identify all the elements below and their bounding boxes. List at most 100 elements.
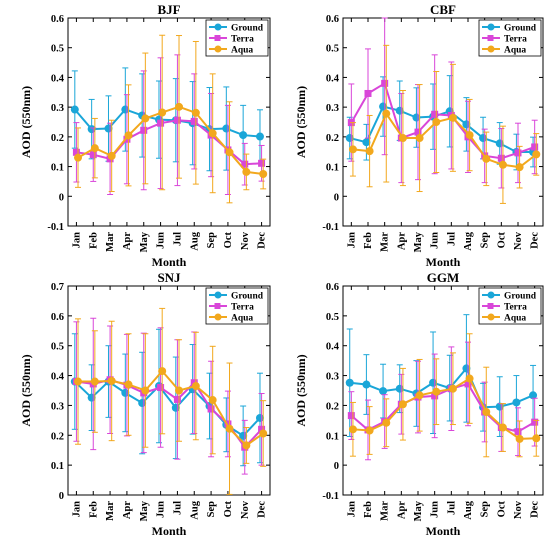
data-point — [207, 405, 215, 413]
x-tick-label: Dec — [530, 501, 541, 518]
data-point — [157, 384, 165, 392]
y-tick-label: 0 — [59, 491, 64, 502]
y-tick-label: 0.1 — [326, 163, 339, 174]
data-point — [398, 400, 407, 409]
x-tick-label: Oct — [223, 501, 234, 518]
series-line — [77, 105, 264, 175]
series-aqua — [74, 34, 268, 204]
x-tick-label: Mar — [380, 501, 391, 521]
y-tick-label: 0 — [334, 192, 339, 203]
y-tick-label: 0.7 — [51, 282, 64, 293]
legend-marker — [487, 303, 494, 309]
x-tick-label: Nov — [240, 231, 251, 250]
x-axis-label: Month — [426, 255, 461, 269]
data-point — [208, 396, 217, 405]
data-point — [239, 131, 248, 140]
data-point — [431, 392, 439, 400]
data-point — [382, 109, 391, 118]
data-point — [347, 412, 355, 420]
series-line — [349, 105, 534, 154]
y-tick-label: 0.3 — [326, 103, 339, 114]
x-tick-label: Sep — [206, 232, 217, 249]
data-point — [141, 114, 150, 123]
data-point — [157, 119, 165, 127]
data-point — [498, 160, 507, 169]
series-aqua — [348, 44, 541, 204]
data-point — [141, 386, 150, 395]
data-point — [255, 132, 264, 141]
data-point — [90, 144, 99, 153]
series-line — [74, 108, 261, 138]
data-point — [497, 154, 505, 162]
y-tick-label: -0.1 — [322, 222, 339, 233]
x-tick-label: Sep — [480, 501, 491, 518]
x-tick-label: Jan — [71, 501, 82, 518]
chart-panel-snj: SNJ 0 0.1 0.2 0.3 0.4 0.5 0.6 0.7 Jan Feb Mar Apr May… — [19, 270, 271, 538]
data-point — [465, 374, 474, 383]
data-point — [379, 387, 388, 396]
x-tick-label: Mar — [380, 232, 391, 252]
legend-marker — [487, 35, 494, 41]
data-point — [531, 143, 539, 151]
chart-panel-bjf: BJF -0.1 0 0.1 0.2 0.3 0.4 0.5 0.6 Jan Feb Mar Apr Ma… — [19, 2, 271, 269]
series-line — [349, 366, 534, 409]
x-tick-label: May — [413, 500, 424, 521]
data-point — [415, 134, 424, 143]
data-point — [482, 407, 491, 416]
data-point — [225, 424, 234, 433]
plot-frame — [342, 17, 544, 227]
legend-marker — [214, 291, 222, 299]
legend-label: Aqua — [231, 314, 253, 324]
y-tick-label: 0.5 — [326, 44, 339, 55]
y-tick-label: 0.3 — [326, 372, 339, 383]
data-point — [89, 151, 97, 159]
data-point — [191, 382, 200, 391]
data-point — [482, 154, 491, 163]
legend-marker — [214, 45, 222, 53]
y-tick-label: 0.5 — [326, 312, 339, 323]
y-tick-label: 0.3 — [51, 401, 64, 412]
data-point — [173, 395, 181, 403]
data-point — [532, 434, 541, 443]
chart-panel-ggm: GGM -0.1 0 0.1 0.2 0.3 0.4 0.5 0.6 Jan Feb Mar Apr Ma… — [294, 270, 544, 538]
x-tick-label: Oct — [496, 501, 507, 518]
x-tick-label: Nov — [513, 231, 524, 250]
legend-marker — [487, 45, 495, 53]
legend-marker — [214, 23, 222, 31]
x-tick-label: Jan — [71, 232, 82, 249]
data-point — [365, 426, 374, 435]
data-point — [124, 380, 133, 389]
y-tick-label: 0 — [59, 192, 64, 203]
data-point — [515, 434, 524, 443]
legend-label: Terra — [504, 35, 527, 45]
chart-title: BJF — [157, 2, 180, 17]
y-tick-label: 0.2 — [326, 401, 339, 412]
x-tick-label: Jul — [172, 501, 183, 515]
x-tick-label: Apr — [122, 501, 133, 519]
data-point — [190, 117, 198, 125]
x-tick-label: Jun — [430, 501, 441, 518]
series-ground — [70, 328, 264, 467]
data-point — [175, 386, 184, 395]
data-point — [514, 428, 522, 436]
data-point — [448, 113, 457, 122]
y-tick-label: 0.2 — [326, 133, 339, 144]
data-point — [191, 108, 200, 117]
data-point — [381, 79, 389, 87]
legend-marker — [214, 303, 221, 309]
data-point — [72, 148, 80, 156]
data-point — [364, 89, 372, 97]
data-point — [175, 102, 184, 111]
y-tick-label: -0.1 — [47, 222, 64, 233]
x-tick-label: Jun — [430, 232, 441, 249]
data-point — [431, 110, 439, 118]
legend-label: Aqua — [231, 46, 253, 56]
y-axis-label: AOD (550nm) — [19, 354, 33, 426]
x-tick-label: Nov — [513, 500, 524, 519]
series-terra — [347, 341, 539, 461]
